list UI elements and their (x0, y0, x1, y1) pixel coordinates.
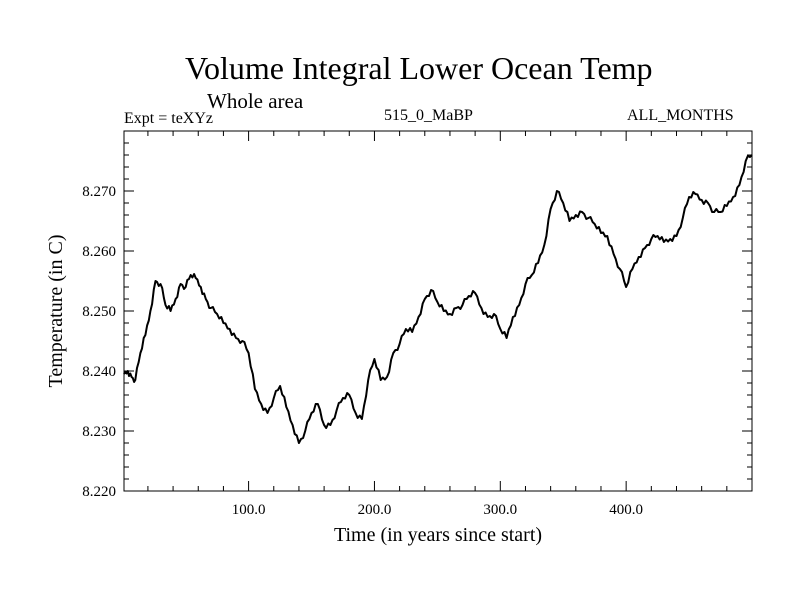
plot-frame (123, 130, 753, 492)
axis-ticks (124, 131, 752, 491)
months-label: ALL_MONTHS (627, 107, 734, 124)
chart-title: Volume Integral Lower Ocean Temp (185, 50, 653, 86)
period-label: 515_0_MaBP (384, 107, 473, 124)
axis-tick-labels: 100.0 200.0 300.0 400.0 8.220 8.230 8.240 8.250… (82, 184, 643, 518)
y-tick-label: 8.230 (82, 424, 116, 440)
experiment-label: Expt = teXYz (124, 110, 213, 127)
y-tick-label: 8.220 (82, 484, 116, 500)
x-tick-label: 200.0 (358, 502, 392, 518)
x-tick-label: 100.0 (232, 502, 266, 518)
y-tick-label: 8.260 (82, 244, 116, 260)
chart-subtitle: Whole area (207, 89, 304, 113)
y-tick-label: 8.250 (82, 304, 116, 320)
y-tick-label: 8.270 (82, 184, 116, 200)
series-line (123, 154, 753, 444)
y-tick-label: 8.240 (82, 364, 116, 380)
y-axis-label: Temperature (in C) (45, 235, 67, 388)
x-axis-label: Time (in years since start) (334, 524, 542, 546)
x-tick-label: 300.0 (483, 502, 517, 518)
x-tick-label: 400.0 (609, 502, 643, 518)
